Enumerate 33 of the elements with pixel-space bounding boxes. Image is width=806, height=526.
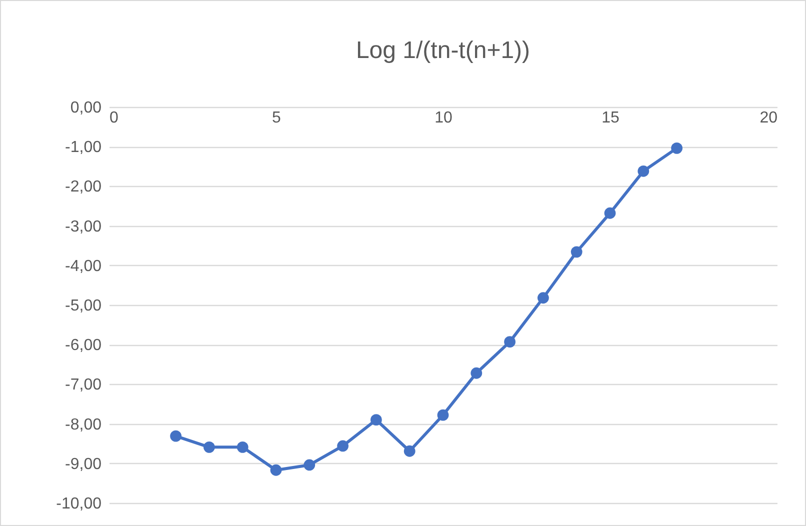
x-tick-label: 20 <box>760 110 778 126</box>
y-tick-label: -10,00 <box>56 496 102 512</box>
point <box>570 246 582 258</box>
x-tick-label: 15 <box>602 110 620 126</box>
y-tick-label: -6,00 <box>65 337 102 354</box>
point <box>470 367 482 379</box>
y-tick-label: 0,00 <box>70 100 102 116</box>
y-tick-label: -8,00 <box>65 416 102 434</box>
y-tick-label: -1,00 <box>65 139 102 156</box>
point <box>437 409 449 421</box>
point <box>504 336 516 348</box>
point <box>404 445 416 457</box>
y-tick-label: -3,00 <box>65 218 102 236</box>
point <box>538 292 549 304</box>
point <box>170 430 182 442</box>
point <box>236 441 248 453</box>
point <box>671 142 682 154</box>
x-tick-label: 5 <box>272 110 282 126</box>
point <box>604 207 616 219</box>
y-tick-label: -5,00 <box>65 298 102 314</box>
chart-title: Log 1/(tn-t(n+1)) <box>356 37 530 64</box>
y-tick-label: -2,00 <box>65 178 102 196</box>
point <box>370 414 382 426</box>
point <box>638 165 650 177</box>
y-tick-label: -4,00 <box>65 258 102 275</box>
point <box>337 440 348 452</box>
point <box>204 441 215 453</box>
x-tick-label: 0 <box>110 110 118 126</box>
point <box>304 459 316 471</box>
point <box>270 464 282 476</box>
x-tick-label: 10 <box>434 110 452 126</box>
y-tick-label: -9,00 <box>65 456 102 473</box>
y-tick-label: -7,00 <box>65 376 102 394</box>
